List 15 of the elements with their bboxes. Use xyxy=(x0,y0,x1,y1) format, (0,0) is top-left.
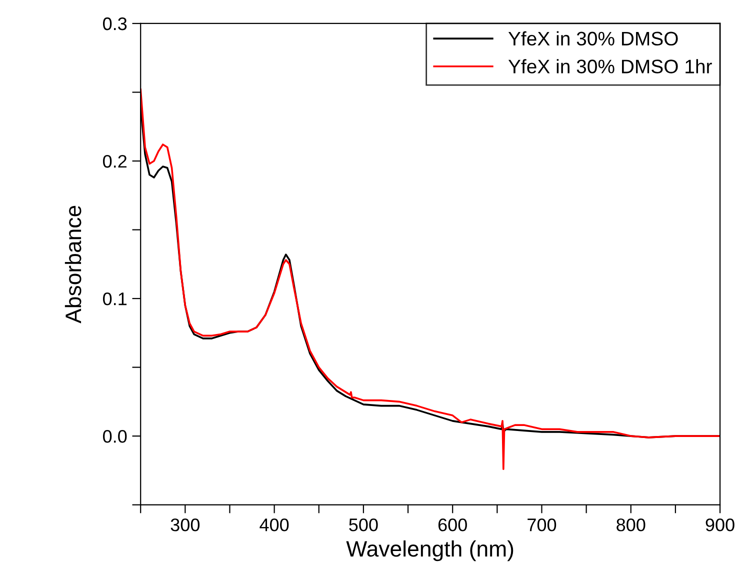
y-tick-label: 0.2 xyxy=(103,154,126,168)
y-tick-label: 0.3 xyxy=(103,17,127,30)
y-axis-title: Absorbance xyxy=(64,206,82,324)
x-axis-title: Wavelength (nm) xyxy=(346,540,514,562)
x-tick-label: 300 xyxy=(170,518,200,532)
x-tick-label: 400 xyxy=(260,518,289,532)
y-tick-label: 0.1 xyxy=(103,292,127,306)
legend-label: YfeX in 30% DMSO 1hr xyxy=(508,59,712,74)
x-tick-label: 600 xyxy=(438,518,467,532)
x-tick-label: 700 xyxy=(528,518,556,532)
legend-label: YfeX in 30% DMSO xyxy=(508,31,678,46)
y-tick-label: 0.0 xyxy=(103,430,127,443)
x-tick-label: 500 xyxy=(349,518,378,532)
x-tick-label: 900 xyxy=(706,518,734,532)
x-tick-label: 800 xyxy=(616,518,646,532)
